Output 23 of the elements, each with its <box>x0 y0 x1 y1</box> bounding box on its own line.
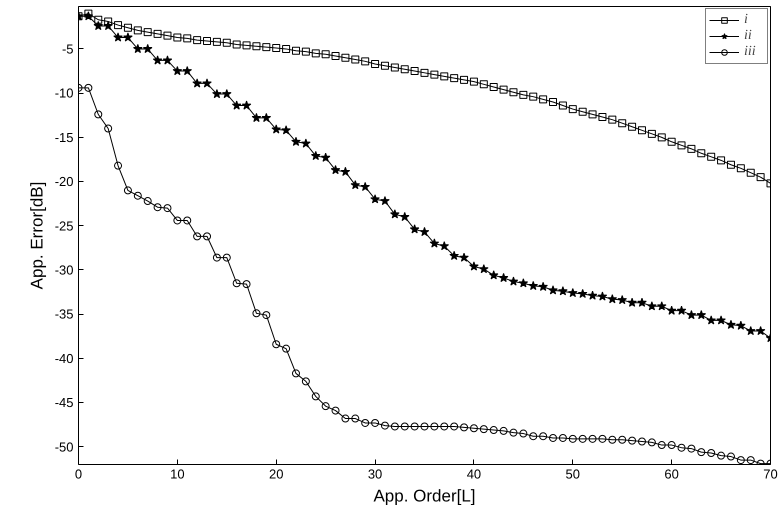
y-tick-label: -25 <box>54 218 74 234</box>
x-tick-label: 0 <box>74 466 82 482</box>
legend-label: ii <box>744 28 753 44</box>
x-tick-label: 60 <box>664 466 679 482</box>
x-tick-label: 40 <box>466 466 482 482</box>
legend-label: i <box>744 12 749 28</box>
x-tick-label: 70 <box>763 466 778 482</box>
y-tick-label: -45 <box>54 395 74 410</box>
x-tick-label: 50 <box>566 466 580 482</box>
x-tick-label: 10 <box>170 466 185 482</box>
x-tick-label: 20 <box>268 466 284 482</box>
y-tick-label: -10 <box>54 86 74 101</box>
y-tick-label: -30 <box>54 262 74 278</box>
y-tick-label: -40 <box>54 350 74 366</box>
y-tick-label: -35 <box>54 306 74 322</box>
y-tick-label: -5 <box>62 41 74 56</box>
y-tick-label: -50 <box>54 439 74 454</box>
y-tick-label: -20 <box>54 174 74 190</box>
legend-label: iii <box>744 44 757 60</box>
x-tick-label: 30 <box>368 466 382 482</box>
x-axis-title: App. Order[L] <box>373 486 476 506</box>
y-axis-title: App. Error[dB] <box>28 182 47 290</box>
y-tick-label: -15 <box>54 130 74 145</box>
